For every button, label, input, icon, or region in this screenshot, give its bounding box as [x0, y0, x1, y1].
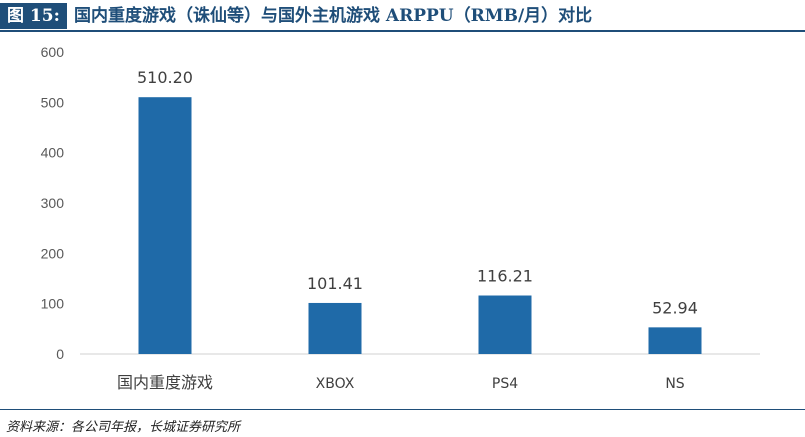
bar — [478, 295, 532, 354]
bar-chart: 0 100 200 300 400 500 600 510.20 国内重度游戏 101.41 XBO… — [41, 44, 760, 392]
source-note: 资料来源：各公司年报，长城证券研究所 — [6, 420, 241, 435]
data-label: 116.21 — [477, 267, 533, 286]
data-label: 52.94 — [652, 298, 698, 317]
bar — [308, 302, 362, 354]
x-tick-label: NS — [665, 376, 684, 392]
y-tick-label: 300 — [41, 195, 65, 211]
figure-footer: 资料来源：各公司年报，长城证券研究所 — [0, 402, 805, 437]
x-tick-label: PS4 — [492, 376, 518, 392]
bar — [138, 97, 192, 354]
data-label: 510.20 — [137, 68, 193, 87]
y-tick-label: 600 — [41, 44, 65, 60]
figure-title: 国内重度游戏（诛仙等）与国外主机游戏 ARPPU（RMB/月）对比 — [74, 6, 593, 26]
figure-label: 图 15: — [0, 3, 67, 29]
y-tick-label: 200 — [41, 245, 65, 261]
chart-area: 0 100 200 300 400 500 600 510.20 国内重度游戏 101.41 XBO… — [0, 32, 805, 402]
bar — [648, 327, 702, 354]
data-label: 101.41 — [307, 274, 363, 293]
x-tick-label: 国内重度游戏 — [117, 373, 213, 392]
x-tick-label: XBOX — [316, 376, 355, 392]
footer-divider — [0, 409, 805, 410]
figure-header: 图 15: 国内重度游戏（诛仙等）与国外主机游戏 ARPPU（RMB/月）对比 — [0, 0, 805, 32]
y-tick-label: 100 — [41, 296, 65, 312]
y-tick-label: 400 — [41, 145, 65, 161]
y-tick-label: 500 — [41, 94, 65, 110]
y-tick-label: 0 — [56, 346, 64, 362]
